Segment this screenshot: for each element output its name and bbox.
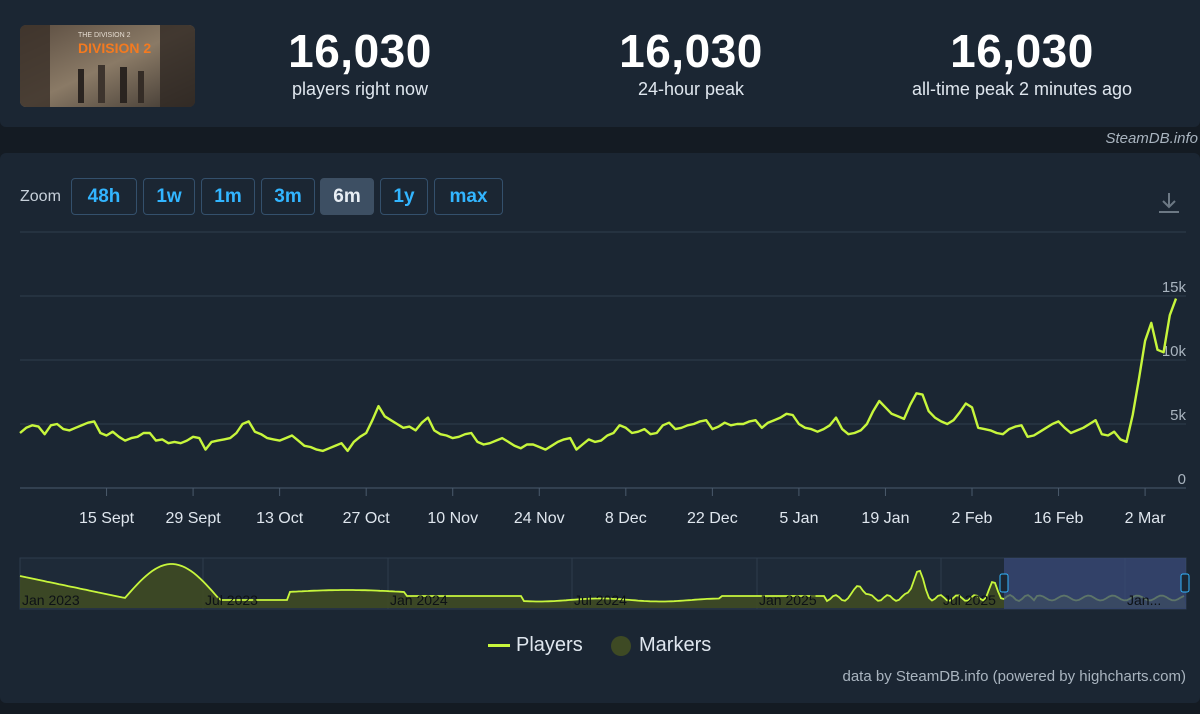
zoom-1y-button[interactable]: 1y [380, 178, 428, 215]
summary-panel [0, 0, 1200, 127]
peak-24h-stat: 16,030 24-hour peak [526, 24, 856, 100]
zoom-label: Zoom [20, 188, 61, 205]
alltime-peak-value: 16,030 [950, 25, 1094, 77]
alltime-peak-label: all-time peak 2 minutes ago [911, 79, 1133, 99]
game-title-small: THE DIVISION 2 [78, 32, 131, 39]
alltime-peak-stat: 16,030 all-time peak 2 minutes ago [857, 24, 1187, 100]
highcharts-credit[interactable]: data by SteamDB.info (powered by highcha… [842, 668, 1187, 685]
legend-players[interactable]: Players [488, 634, 583, 657]
players-legend-swatch [488, 644, 510, 647]
legend-markers-label: Markers [639, 634, 712, 656]
markers-legend-swatch [611, 635, 631, 656]
zoom-max-button[interactable]: max [434, 178, 503, 215]
chart-panel [0, 153, 1200, 703]
zoom-48h-button[interactable]: 48h [71, 178, 137, 215]
zoom-1m-button[interactable]: 1m [201, 178, 255, 215]
players-now-label: players right now [291, 79, 429, 99]
peak-24h-label: 24-hour peak [637, 79, 745, 99]
legend-markers[interactable]: Markers [611, 634, 711, 657]
game-thumbnail[interactable]: THE DIVISION 2 DIVISION 2 [20, 25, 195, 107]
download-icon[interactable] [1156, 190, 1182, 216]
steamdb-credit[interactable]: SteamDB.info [1105, 130, 1198, 147]
game-logo-text: DIVISION 2 [78, 40, 151, 56]
zoom-3m-button[interactable]: 3m [261, 178, 315, 215]
zoom-1w-button[interactable]: 1w [143, 178, 195, 215]
players-now-stat: 16,030 players right now [195, 24, 525, 100]
peak-24h-value: 16,030 [619, 25, 763, 77]
zoom-6m-button[interactable]: 6m [320, 178, 374, 215]
legend-players-label: Players [516, 634, 583, 656]
players-now-value: 16,030 [288, 25, 432, 77]
